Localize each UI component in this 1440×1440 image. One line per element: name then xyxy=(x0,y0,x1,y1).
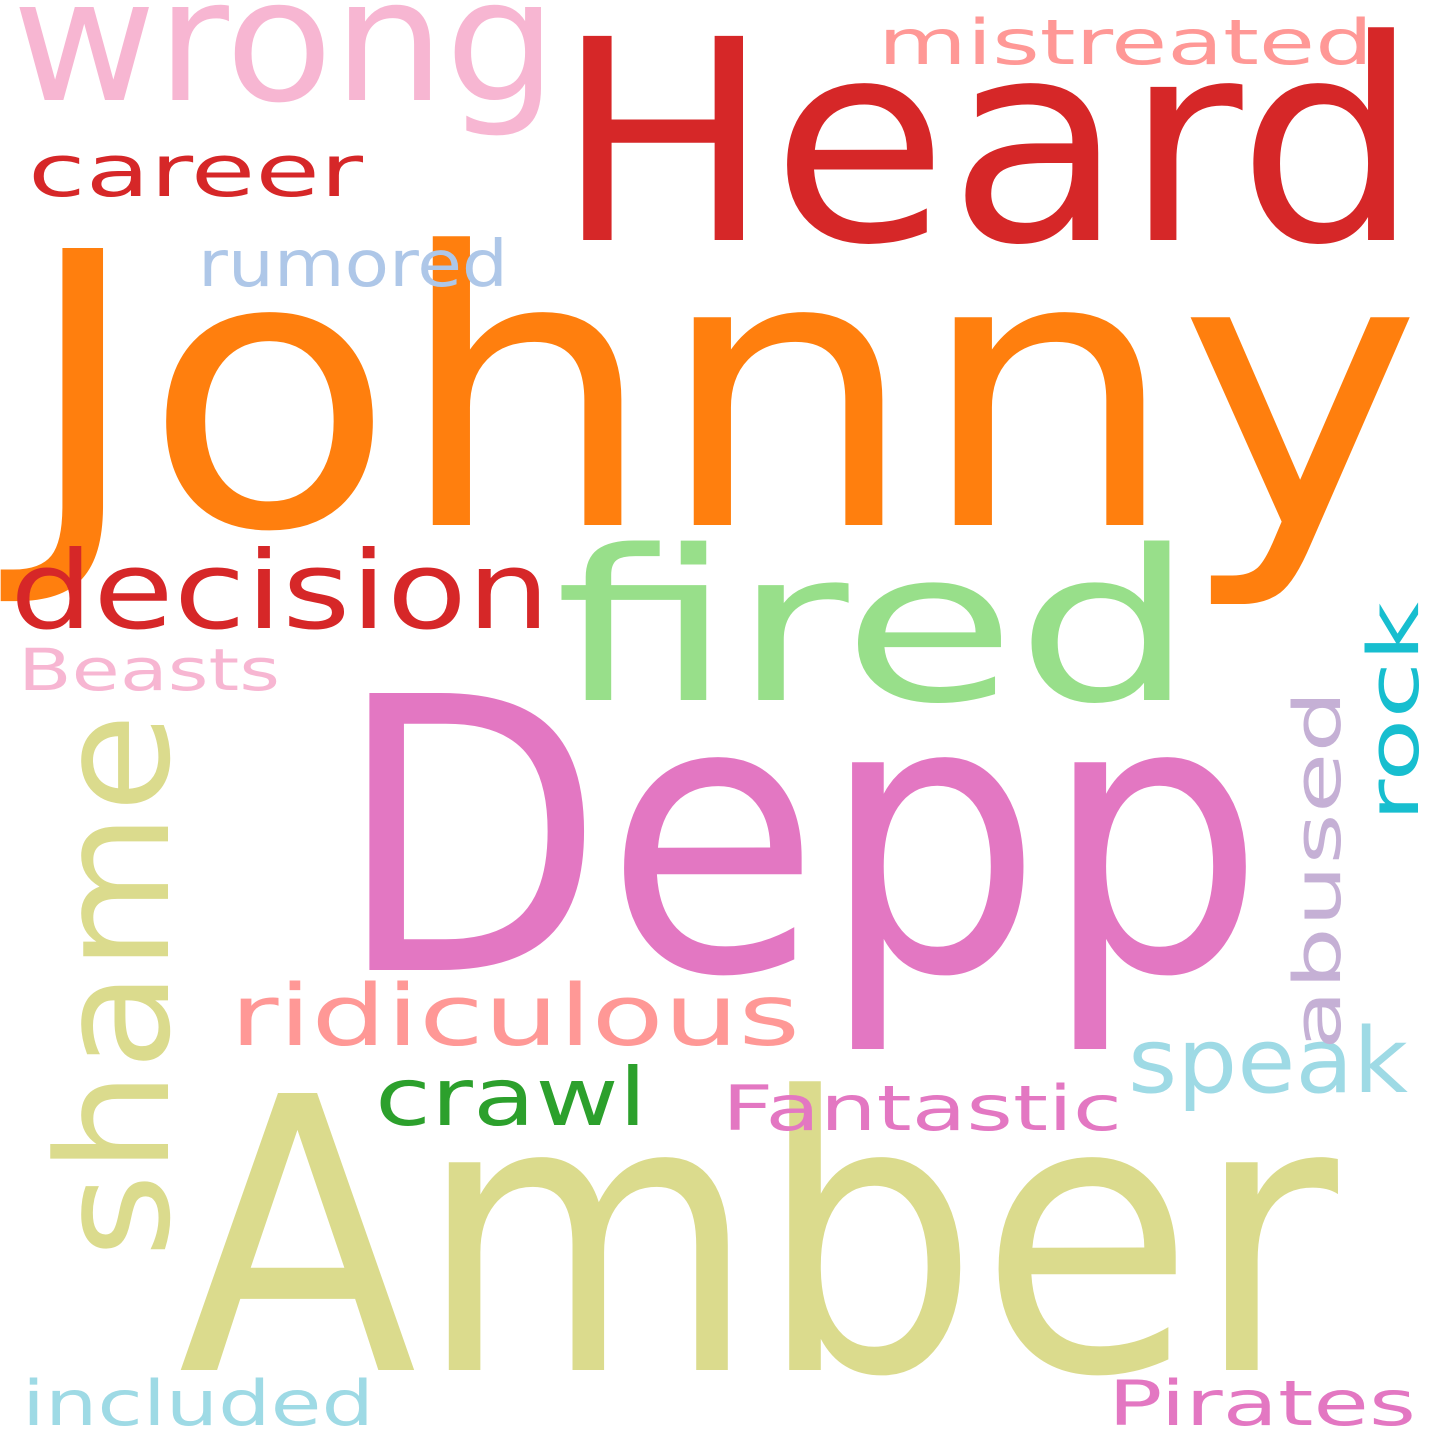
word-shame: shame xyxy=(24,713,205,1258)
word-johnny: Johnny xyxy=(0,172,1422,615)
word-fired: fired xyxy=(555,505,1195,750)
word-fantastic: Fantastic xyxy=(722,1072,1122,1145)
word-included: included xyxy=(22,1367,374,1440)
word-crawl: crawl xyxy=(375,1051,647,1144)
word-career: career xyxy=(28,129,364,213)
word-mistreated: mistreated xyxy=(878,6,1373,79)
word-heard: Heard xyxy=(555,0,1420,307)
word-decision: decision xyxy=(10,529,550,654)
word-abused: abused xyxy=(1281,690,1356,1050)
word-amber: Amber xyxy=(178,1017,1342,1440)
word-beasts: Beasts xyxy=(18,636,280,704)
word-speak: speak xyxy=(1128,1009,1408,1114)
word-rumored: rumored xyxy=(198,228,508,302)
word-ridiculous: ridiculous xyxy=(230,967,800,1066)
word-wrong: wrong xyxy=(12,0,557,141)
word-depp: Depp xyxy=(335,617,1265,1060)
word-pirates: Pirates xyxy=(1108,1367,1416,1440)
word-rock: rock xyxy=(1353,601,1435,822)
